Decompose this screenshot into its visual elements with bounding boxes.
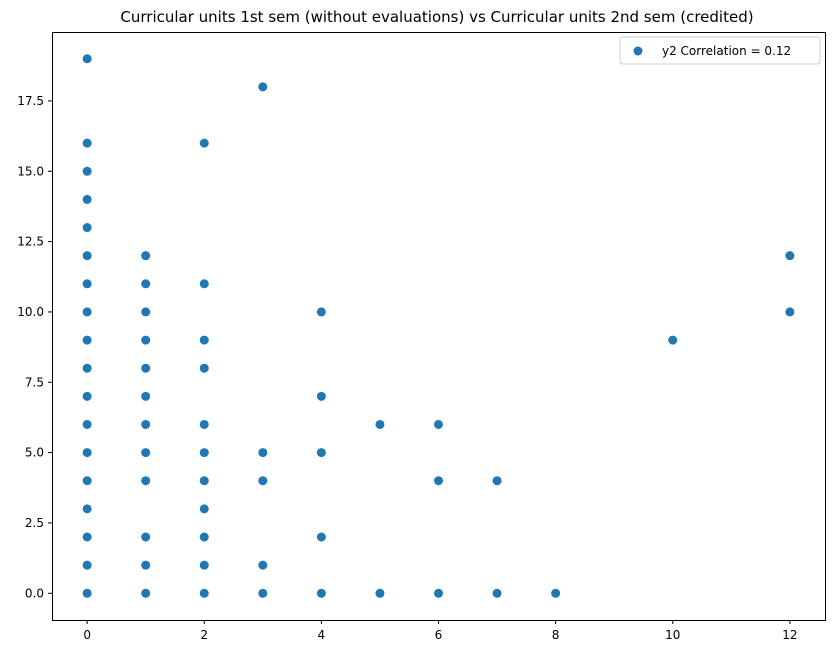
y-tick-label: 15.0 [17,164,44,178]
data-point-43 [258,476,268,486]
y-tick-label: 5.0 [25,446,44,460]
data-point-57 [492,476,502,486]
data-point-11 [82,279,92,289]
data-point-25 [141,363,151,373]
data-point-9 [82,335,92,345]
data-point-45 [258,82,268,92]
data-point-12 [82,251,92,261]
data-point-6 [82,419,92,429]
data-point-39 [199,279,209,289]
data-point-38 [199,335,209,345]
data-point-46 [316,588,326,598]
x-tick-label: 4 [318,628,326,642]
data-point-42 [258,560,268,570]
chart-title: Curricular units 1st sem (without evalua… [120,8,753,26]
y-tick-label: 17.5 [17,94,44,108]
legend-box [619,36,821,65]
x-tick-label: 12 [782,628,797,642]
x-axis: 0 2 4 6 8 10 12 [83,620,798,642]
data-point-5 [82,448,92,458]
legend-marker [633,46,643,56]
data-point-35 [199,448,209,458]
data-point-22 [141,448,151,458]
data-point-24 [141,391,151,401]
data-point-55 [434,419,443,429]
data-point-31 [199,560,209,570]
plot-frame [52,32,826,621]
data-point-48 [316,448,326,458]
data-point-26 [141,335,151,345]
data-point-30 [199,588,209,598]
data-point-41 [258,588,268,598]
legend-label: y2 Correlation = 0.12 [662,44,791,58]
data-point-18 [141,588,151,598]
data-point-2 [82,532,92,542]
data-point-4 [82,476,92,486]
data-point-51 [375,588,385,598]
data-point-47 [316,532,326,542]
y-tick-label: 0.0 [25,586,44,600]
data-point-23 [141,419,151,429]
data-point-28 [141,279,151,289]
points-layer [82,54,795,598]
data-point-36 [199,419,209,429]
x-tick-label: 2 [200,628,208,642]
data-point-50 [316,307,326,317]
data-point-1 [82,560,92,570]
data-point-15 [82,166,92,176]
data-point-3 [82,504,92,514]
data-point-33 [199,504,209,514]
data-point-61 [785,251,795,261]
data-point-32 [199,532,209,542]
data-point-54 [434,476,443,486]
data-point-10 [82,307,92,317]
data-point-58 [551,588,561,598]
x-tick-label: 8 [552,628,560,642]
y-tick-label: 2.5 [25,516,44,530]
y-tick-label: 7.5 [25,375,44,389]
data-point-19 [141,560,151,570]
data-point-34 [199,476,209,486]
data-point-16 [82,138,92,148]
data-point-13 [82,223,92,233]
data-point-53 [434,588,443,598]
x-tick-label: 6 [435,628,443,642]
y-axis: 0.0 2.5 5.0 7.5 10.0 12.5 15.0 17.5 [17,94,52,600]
data-point-14 [82,194,92,204]
data-point-7 [82,391,92,401]
data-point-27 [141,307,151,317]
data-point-56 [492,588,502,598]
data-point-40 [199,138,209,148]
data-point-44 [258,448,268,458]
data-point-21 [141,476,151,486]
data-point-37 [199,363,209,373]
data-point-49 [316,391,326,401]
data-point-59 [668,335,678,345]
data-point-8 [82,363,92,373]
data-point-20 [141,532,151,542]
data-point-0 [82,588,92,598]
x-tick-label: 10 [665,628,680,642]
y-tick-label: 12.5 [17,235,44,249]
legend: y2 Correlation = 0.12 [619,36,821,65]
x-tick-label: 0 [83,628,91,642]
data-point-29 [141,251,151,261]
data-point-17 [82,54,92,64]
y-tick-label: 10.0 [17,305,44,319]
data-point-60 [785,307,795,317]
data-point-52 [375,419,385,429]
